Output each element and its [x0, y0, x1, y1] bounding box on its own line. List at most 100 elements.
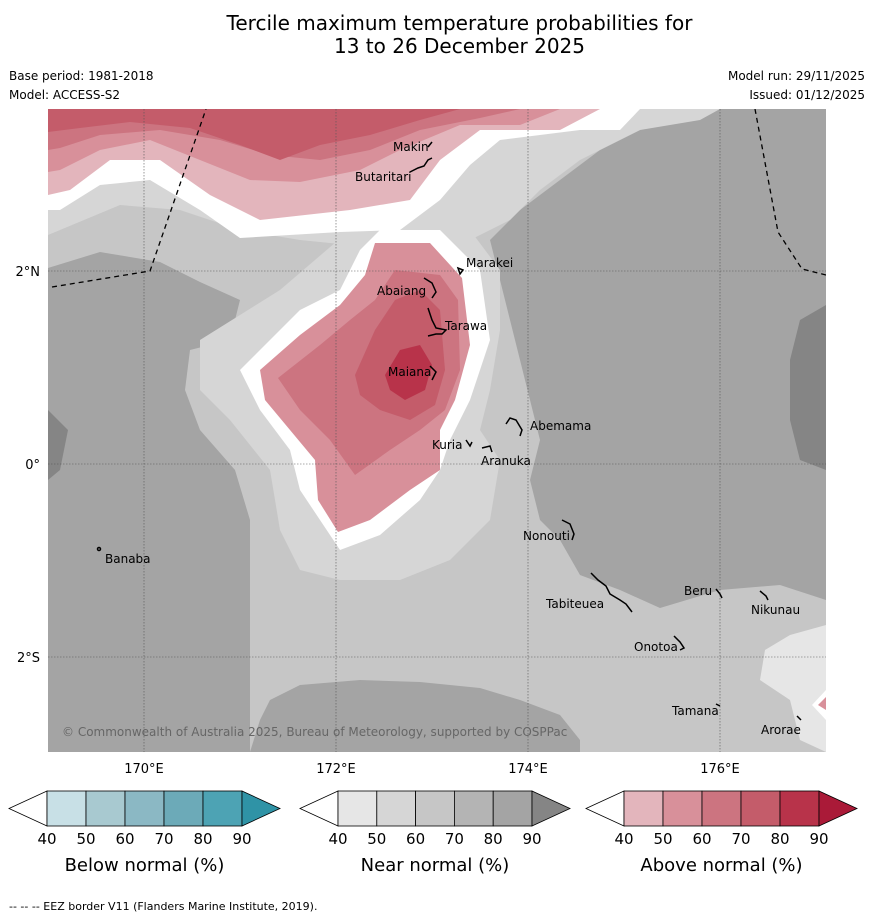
island-abemama: [505, 417, 523, 437]
island-beru: [715, 588, 723, 599]
colorbar-extend-low: [8, 790, 48, 827]
label-tabiteuea: Tabiteuea: [545, 597, 604, 611]
place-labels: Makin Butaritari Marakei Abaiang Tarawa …: [105, 140, 801, 737]
lat-tick-0: 0°: [25, 458, 40, 473]
colorbar-tick-label: 50: [367, 830, 386, 848]
lon-tick-176e: 176°E: [700, 762, 740, 777]
above-normal-80-north: [48, 109, 460, 160]
label-marakei: Marakei: [466, 256, 513, 270]
colorbar-title: Above normal (%): [640, 855, 802, 876]
colorbar-tick-label: 60: [692, 830, 711, 848]
island-tamana: [715, 703, 721, 707]
above-normal-60-southeast: [818, 697, 826, 710]
colorbar-tick-label: 40: [614, 830, 633, 848]
colorbar-segment: [202, 790, 243, 827]
title-line-2: 13 to 26 December 2025: [333, 34, 585, 58]
label-onotoa: Onotoa: [634, 640, 678, 654]
island-banaba: [96, 546, 102, 552]
label-abemama: Abemama: [530, 419, 591, 433]
colorbar-above: 40 50 60 70 80 90 Above normal (%): [585, 790, 858, 876]
near-normal-40-southeast: [760, 625, 826, 752]
copyright-text: © Commonwealth of Australia 2025, Bureau…: [62, 725, 567, 739]
island-marakei: [456, 266, 465, 276]
colorbar-near: 40 50 60 70 80 90 Near normal (%): [299, 790, 571, 876]
label-kuria: Kuria: [432, 438, 463, 452]
map-area: Makin Butaritari Marakei Abaiang Tarawa …: [48, 109, 826, 752]
colorbar-segment: [85, 790, 126, 827]
colorbar-tick-label: 80: [193, 830, 212, 848]
colorbar-segment: [740, 790, 781, 827]
colorbar-tick-label: 90: [232, 830, 251, 848]
colorbar-extend-low: [299, 790, 339, 827]
colorbar-segment: [376, 790, 416, 827]
eez-border-west: [51, 109, 207, 288]
colorbar-segment: [492, 790, 533, 827]
label-abaiang: Abaiang: [377, 284, 426, 298]
colorbar-tick-label: 90: [809, 830, 828, 848]
near-normal-90-west: [48, 410, 68, 480]
colorbar-tick-label: 90: [522, 830, 541, 848]
colorbar-segment: [779, 790, 820, 827]
label-tarawa: Tarawa: [444, 319, 487, 333]
island-nonouti: [561, 519, 575, 541]
near-normal-70-east: [490, 109, 826, 608]
label-nikunau: Nikunau: [751, 603, 800, 617]
colorbar-segment: [46, 790, 87, 827]
colorbar-segment: [415, 790, 455, 827]
axis-labels: 170°E 172°E 174°E 176°E 2°N 0° 2°S: [16, 265, 740, 777]
colorbar-tick-label: 70: [154, 830, 173, 848]
label-aranuka: Aranuka: [481, 454, 531, 468]
island-maiana: [429, 365, 437, 381]
colorbar-extend-high: [241, 790, 281, 827]
lon-tick-172e: 172°E: [316, 762, 356, 777]
gridlines: [48, 109, 826, 752]
island-kuria: [465, 439, 473, 448]
label-beru: Beru: [684, 584, 712, 598]
label-banaba: Banaba: [105, 552, 151, 566]
colorbar-tick-label: 40: [328, 830, 347, 848]
island-arorae: [796, 715, 802, 721]
colorbar-tick-label: 40: [37, 830, 56, 848]
colorbar-tick-label: 60: [406, 830, 425, 848]
colorbar-extend-low: [585, 790, 625, 827]
colorbar-title: Near normal (%): [361, 855, 510, 876]
colorbar-extend-high: [531, 790, 571, 827]
colorbar-tick-label: 50: [76, 830, 95, 848]
colorbar-extend-high: [818, 790, 858, 827]
eez-footnote: -- -- -- EEZ border V11 (Flanders Marine…: [9, 900, 318, 913]
lat-tick-2s: 2°S: [17, 651, 40, 666]
island-onotoa: [673, 635, 686, 651]
colorbar-tick-label: 80: [770, 830, 789, 848]
colorbar-segment: [163, 790, 204, 827]
near-normal-70-west: [48, 252, 250, 752]
island-abaiang: [423, 277, 437, 299]
near-normal-90-east: [790, 305, 826, 470]
colorbars: 40 50 60 70 80 90 Below normal (%) 40 50 60 70 80 90…: [8, 790, 858, 876]
title-line-1: Tercile maximum temperature probabilitie…: [226, 11, 693, 35]
near-normal-70-south: [250, 680, 580, 752]
base-period: Base period: 1981-2018: [9, 69, 154, 83]
label-makin: Makin: [393, 140, 429, 154]
colorbar-tick-label: 70: [445, 830, 464, 848]
label-nonouti: Nonouti: [523, 529, 570, 543]
issued-date: Issued: 01/12/2025: [749, 88, 865, 102]
island-aranuka: [481, 445, 493, 453]
chart-title: Tercile maximum temperature probabilitie…: [0, 12, 873, 58]
model-name: Model: ACCESS-S2: [9, 88, 121, 102]
label-arorae: Arorae: [761, 723, 801, 737]
colorbar-below: 40 50 60 70 80 90 Below normal (%): [8, 790, 281, 876]
colorbar-segment: [701, 790, 742, 827]
label-tamana: Tamana: [671, 704, 719, 718]
colorbar-segment: [453, 790, 494, 827]
island-makin: [427, 141, 433, 148]
eez-borders: [51, 109, 826, 288]
model-run: Model run: 29/11/2025: [727, 69, 865, 83]
label-maiana: Maiana: [388, 365, 431, 379]
label-butaritari: Butaritari: [355, 170, 412, 184]
lon-tick-170e: 170°E: [124, 762, 164, 777]
island-tarawa: [427, 307, 448, 337]
colorbar-tick-label: 80: [484, 830, 503, 848]
lon-tick-174e: 174°E: [508, 762, 548, 777]
above-normal-90-center: [385, 345, 432, 400]
